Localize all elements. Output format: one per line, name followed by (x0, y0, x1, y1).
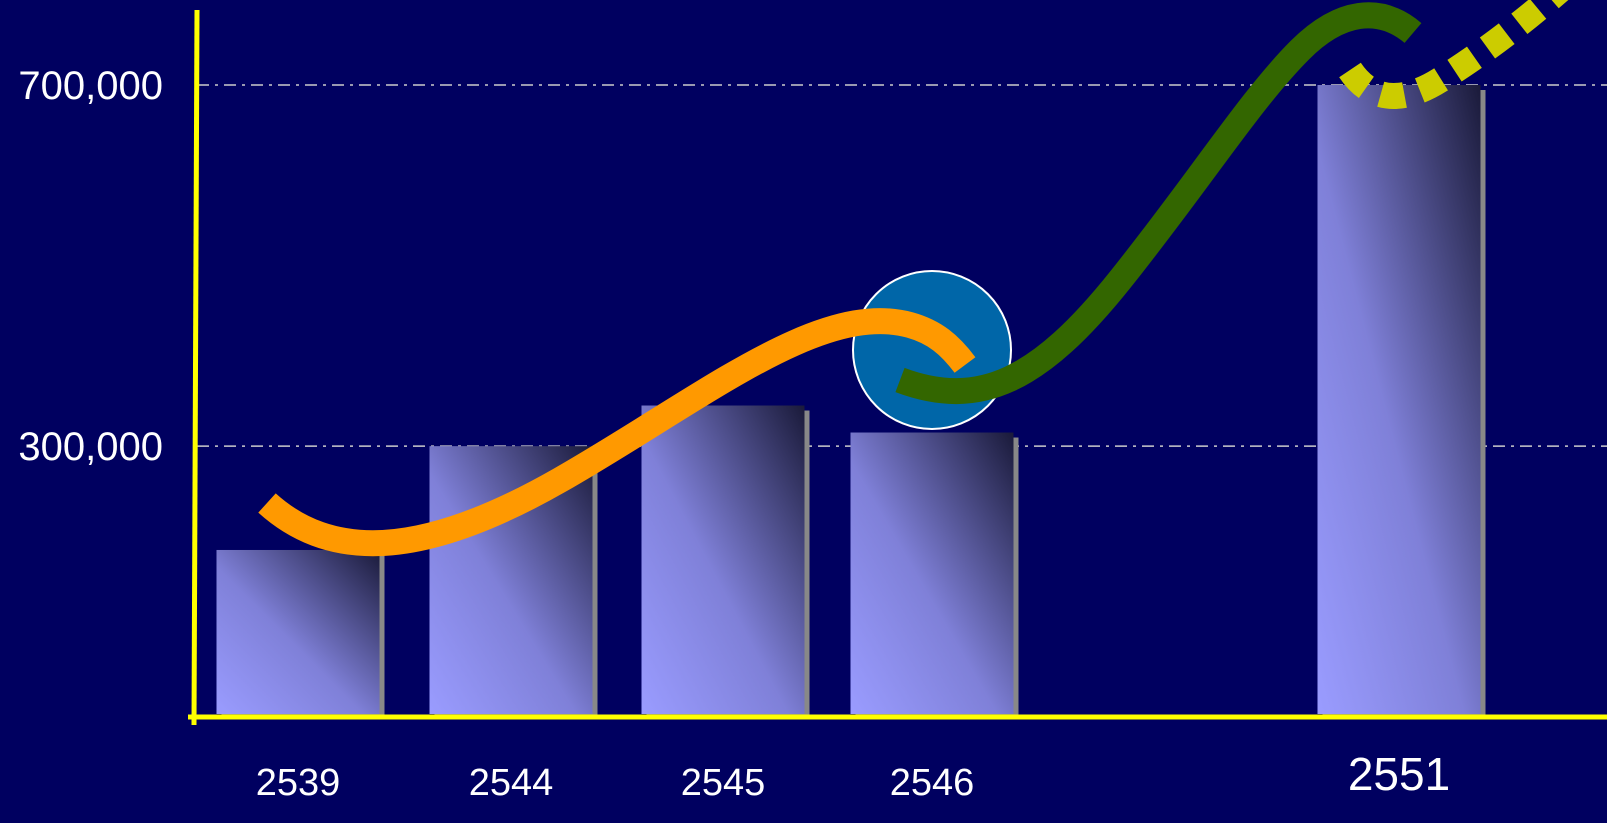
trend-curve-orange (258, 308, 976, 557)
highlight-marker-layer (850, 270, 1019, 719)
axes (188, 9, 1607, 726)
bar-2545 (641, 405, 805, 714)
highlight-circle (852, 270, 1012, 430)
x-tick-label: 2551 (1348, 748, 1450, 800)
x-tick-label: 2539 (256, 762, 341, 804)
bar-2551 (1317, 85, 1481, 714)
bar-2539 (216, 549, 380, 714)
x-tick-label: 2544 (469, 762, 554, 804)
x-tick-label: 2545 (681, 762, 766, 804)
trend-curves (258, 0, 1569, 557)
trend-curve-green (895, 2, 1422, 405)
y-axis (191, 9, 200, 726)
trend-curve-dotted (1339, 0, 1569, 109)
y-tick-label: 300,000 (18, 425, 163, 469)
y-tick-label: 700,000 (18, 64, 163, 108)
x-tick-label: 2546 (890, 762, 975, 804)
tick-labels: 300,000 700,000 2539 2544 2545 2546 2551 (18, 64, 1450, 804)
bar-overlay-2546 (850, 432, 1014, 714)
